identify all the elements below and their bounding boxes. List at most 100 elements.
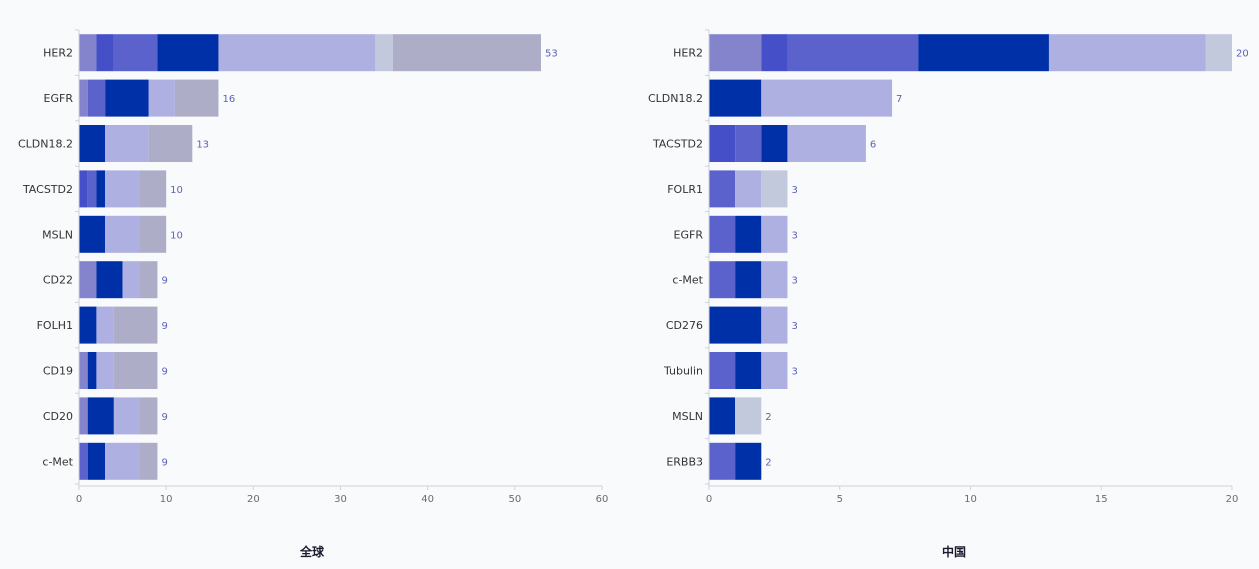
bar-segment [96,170,106,208]
bar-segment [761,34,788,72]
x-tick-label: 40 [421,494,434,505]
bar-segment [735,170,762,208]
data-label: 9 [161,321,167,332]
category-label: ERBB3 [666,455,703,468]
bar-segment [105,215,141,253]
data-label: 16 [222,94,235,105]
bar-segment [157,34,219,72]
bar-segment [79,215,106,253]
category-label: FOLR1 [667,183,703,196]
bar-segment [761,306,788,344]
category-label: FOLH1 [37,319,73,332]
bar-segment [392,34,541,72]
bar-segment [735,125,762,162]
bar-segment [918,34,1049,72]
category-label: MSLN [672,410,703,423]
data-label: 10 [170,185,183,196]
data-label: 3 [791,185,797,196]
bar-segment [709,352,736,389]
bar-segment [87,397,114,435]
category-label: TACSTD2 [22,183,73,196]
x-tick-label: 15 [1095,494,1108,505]
category-label: CLDN18.2 [648,92,703,105]
category-label: Tubulin [663,365,703,378]
bar-segment [105,125,149,162]
bar-segment [79,442,88,480]
x-tick-label: 30 [334,494,347,505]
category-label: CD19 [43,365,73,378]
bar-segment [709,261,736,299]
data-label: 2 [765,457,771,468]
bar-segment [79,79,88,117]
chart-title-china: 中国 [941,545,966,559]
data-label: 7 [896,94,902,105]
chart-panel-0: HER2 53 EGFR 16 CLDN18.2 13 TACSTD2 10 MSLN 10 CD2… [18,29,609,505]
bar-segment [761,261,788,299]
bar-segment [79,306,97,344]
data-label: 13 [196,140,209,151]
data-label: 9 [161,412,167,423]
bar-segment [709,306,762,344]
x-tick-label: 20 [247,494,260,505]
bar-segment [148,125,193,162]
bar-segment [709,34,762,72]
bar-segment [105,79,149,117]
x-tick-label: 60 [596,494,609,505]
bar-segment [79,261,97,299]
bar-segment [761,79,893,117]
x-tick-label: 0 [706,494,712,505]
bar-segment [87,352,97,389]
data-label: 3 [791,321,797,332]
bar-segment [96,34,114,72]
bar-segment [709,79,762,117]
data-label: 9 [161,457,167,468]
bar-segment [1048,34,1206,72]
bar-segment [375,34,393,72]
bar-segment [79,397,88,435]
data-label: 10 [170,230,183,241]
bar-segment [761,170,788,208]
bar-segment [79,34,97,72]
x-tick-label: 0 [76,494,82,505]
bar-segment [140,397,158,435]
category-label: CLDN18.2 [18,138,73,151]
bar-segment [1205,34,1232,72]
bar-segment [761,215,788,253]
bar-segment [140,215,167,253]
x-tick-label: 10 [160,494,173,505]
bar-segment [787,34,919,72]
data-label: 2 [765,412,771,423]
bar-segment [140,261,158,299]
bar-segment [87,79,106,117]
bar-segment [709,215,736,253]
data-label: 20 [1236,49,1249,60]
category-label: EGFR [674,228,704,241]
bar-segment [96,261,123,299]
bar-segment [79,170,88,208]
bar-segment [105,170,141,208]
bar-segment [148,79,175,117]
category-label: EGFR [44,92,74,105]
bar-segment [113,397,141,435]
data-label: 3 [791,367,797,378]
data-label: 53 [545,49,558,60]
bar-segment [218,34,376,72]
bar-segment [174,79,219,117]
category-label: CD22 [43,274,73,287]
bar-segment [87,442,106,480]
bar-segment [735,215,762,253]
bar-segment [735,352,762,389]
bar-segment [96,306,114,344]
bar-segment [709,442,736,480]
bar-segment [79,125,106,162]
bar-segment [735,397,762,435]
category-label: CD276 [666,319,703,332]
bar-segment [113,34,158,72]
bar-segment [113,306,158,344]
bar-segment [761,125,788,162]
category-label: HER2 [673,47,703,60]
bar-segment [96,352,114,389]
bar-segment [787,125,866,162]
